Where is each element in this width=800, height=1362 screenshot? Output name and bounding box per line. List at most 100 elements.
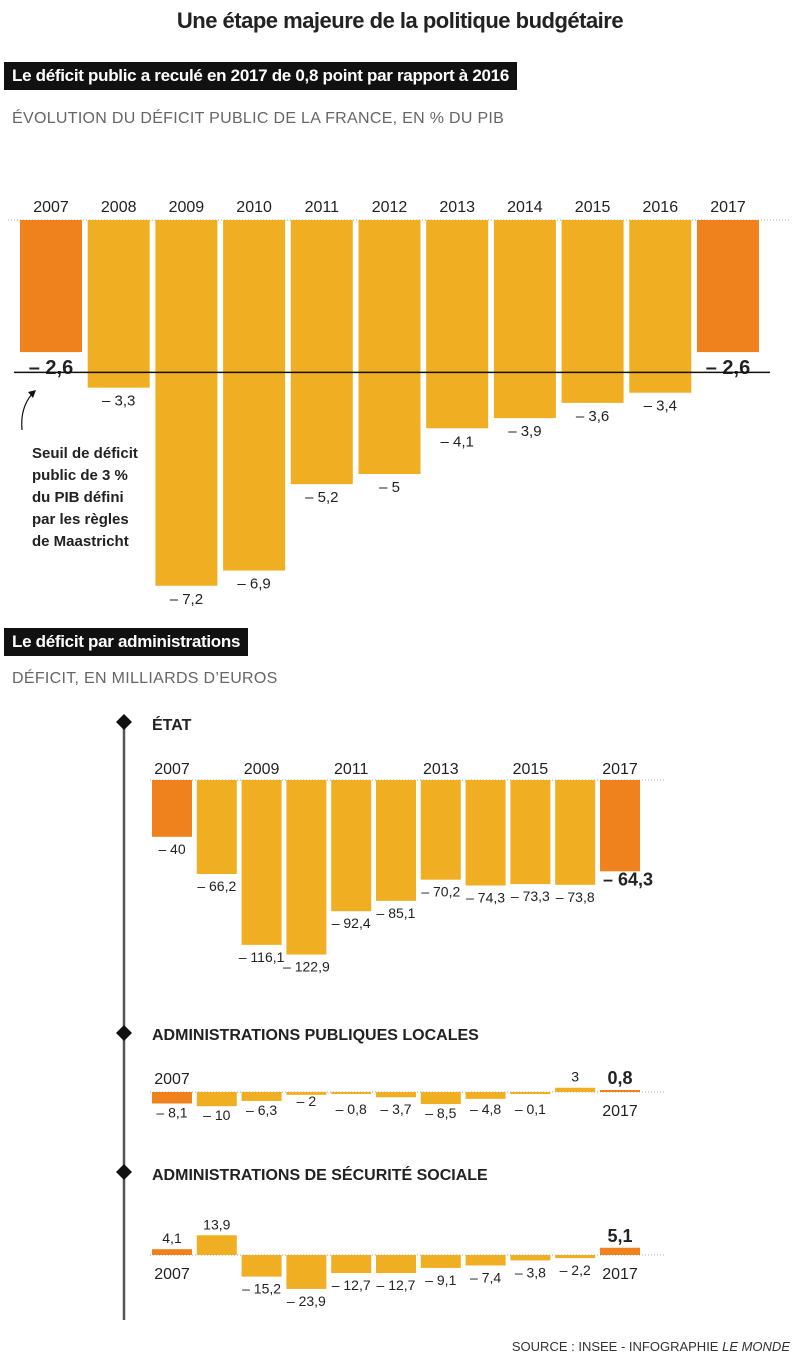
year-label: 2007 <box>33 199 69 216</box>
value-label: – 64,3 <box>603 869 653 889</box>
bar-2015 <box>510 1255 551 1261</box>
bar-2013 <box>420 780 461 880</box>
bar-2016 <box>555 780 596 885</box>
value-label: – 3,4 <box>644 398 677 415</box>
panel-title: ADMINISTRATIONS PUBLIQUES LOCALES <box>152 1027 479 1044</box>
value-label: 5,1 <box>607 1226 632 1246</box>
value-label: – 74,3 <box>466 890 505 906</box>
year-label: 2007 <box>154 1266 190 1283</box>
value-label: – 8,1 <box>156 1105 187 1121</box>
year-label: 2017 <box>710 199 746 216</box>
value-label: – 73,3 <box>511 888 550 904</box>
bar-2017 <box>600 1247 640 1255</box>
value-label: – 6,9 <box>237 576 270 593</box>
value-label: – 66,2 <box>197 878 236 894</box>
bar-2011 <box>331 1092 372 1094</box>
bar-2008 <box>87 220 150 388</box>
value-label: 4,1 <box>162 1230 182 1246</box>
bar-2012 <box>376 1255 416 1274</box>
bar-2009 <box>241 1092 282 1101</box>
diamond-icon <box>116 714 132 730</box>
source-brand: LE MONDE <box>722 1339 790 1354</box>
bar-2009 <box>155 220 218 586</box>
bar-2010 <box>286 1255 327 1289</box>
section1-subtitle: ÉVOLUTION DU DÉFICIT PUBLIC DE LA FRANCE… <box>12 110 505 127</box>
value-label: – 12,7 <box>332 1277 371 1293</box>
year-label: 2017 <box>602 1103 638 1120</box>
bar-2011 <box>331 780 372 912</box>
value-label: – 2,6 <box>29 357 73 379</box>
bar-2007 <box>152 1249 192 1255</box>
bar-2008 <box>196 1092 237 1107</box>
value-label: – 9,1 <box>425 1272 456 1288</box>
bar-2010 <box>223 220 286 571</box>
year-label: 2015 <box>575 199 611 216</box>
section1-heading: Le déficit public a reculé en 2017 de 0,… <box>4 62 517 90</box>
year-label: 2010 <box>236 199 272 216</box>
bar-2014 <box>493 220 556 419</box>
bar-2017 <box>697 220 759 353</box>
source-note: SOURCE : INSEE - INFOGRAPHIE LE MONDE <box>512 1339 790 1354</box>
value-label: – 12,7 <box>377 1277 416 1293</box>
value-label: – 3,9 <box>508 423 541 440</box>
diamond-icon <box>116 1025 132 1041</box>
value-label: – 7,2 <box>170 591 203 608</box>
value-label: – 92,4 <box>332 915 371 931</box>
section2-subtitle: DÉFICIT, EN MILLIARDS D’EUROS <box>12 670 278 687</box>
bar-2013 <box>420 1092 461 1105</box>
value-label: – 0,1 <box>515 1101 546 1117</box>
year-label: 2011 <box>334 761 369 778</box>
value-label: 3 <box>571 1069 579 1085</box>
arrow-icon <box>21 393 33 431</box>
year-label: 2016 <box>643 199 679 216</box>
value-label: 0,8 <box>607 1068 632 1088</box>
arrowhead-icon <box>28 390 36 398</box>
bar-2015 <box>510 780 551 885</box>
bar-2012 <box>358 220 421 474</box>
threshold-annotation: par les règles <box>32 511 129 528</box>
value-label: – 4,1 <box>441 433 474 450</box>
value-label: – 5 <box>379 479 400 496</box>
bar-2012 <box>376 1092 416 1098</box>
year-label: 2012 <box>372 199 408 216</box>
page-title: Une étape majeure de la politique budgét… <box>176 8 624 33</box>
year-label: 2011 <box>305 199 340 216</box>
value-label: – 3,7 <box>380 1101 411 1117</box>
value-label: – 7,4 <box>470 1270 501 1286</box>
bar-2016 <box>629 220 692 393</box>
threshold-annotation: du PIB défini <box>32 489 124 506</box>
year-label: 2007 <box>154 761 190 778</box>
year-label: 2009 <box>169 199 205 216</box>
year-label: 2014 <box>507 199 543 216</box>
value-label: – 10 <box>203 1107 230 1123</box>
value-label: – 116,1 <box>239 949 285 965</box>
value-label: – 3,6 <box>576 408 609 425</box>
value-label: – 2,6 <box>706 357 750 379</box>
value-label: – 8,5 <box>425 1105 456 1121</box>
year-label: 2013 <box>423 761 459 778</box>
threshold-annotation: de Maastricht <box>32 533 129 550</box>
year-label: 2007 <box>154 1071 190 1088</box>
bar-2016 <box>555 1255 596 1259</box>
year-label: 2013 <box>439 199 475 216</box>
value-label: – 3,8 <box>515 1264 546 1280</box>
year-label: 2009 <box>244 761 280 778</box>
value-label: – 6,3 <box>246 1102 277 1118</box>
value-label: 13,9 <box>203 1216 230 1232</box>
bar-2014 <box>465 1092 506 1099</box>
bar-2009 <box>241 780 282 945</box>
bar-2011 <box>331 1255 372 1274</box>
bar-2009 <box>241 1255 282 1277</box>
value-label: – 5,2 <box>305 489 338 506</box>
value-label: – 70,2 <box>421 884 460 900</box>
value-label: – 73,8 <box>556 889 595 905</box>
value-label: – 0,8 <box>336 1101 367 1117</box>
bar-2015 <box>561 220 624 403</box>
bar-2013 <box>426 220 489 429</box>
source-text: SOURCE : INSEE - INFOGRAPHIE <box>511 1339 723 1354</box>
bar-2007 <box>152 780 192 837</box>
section2-heading: Le déficit par administrations <box>4 628 249 656</box>
threshold-annotation: public de 3 % <box>32 467 128 484</box>
bar-2017 <box>600 1090 640 1092</box>
